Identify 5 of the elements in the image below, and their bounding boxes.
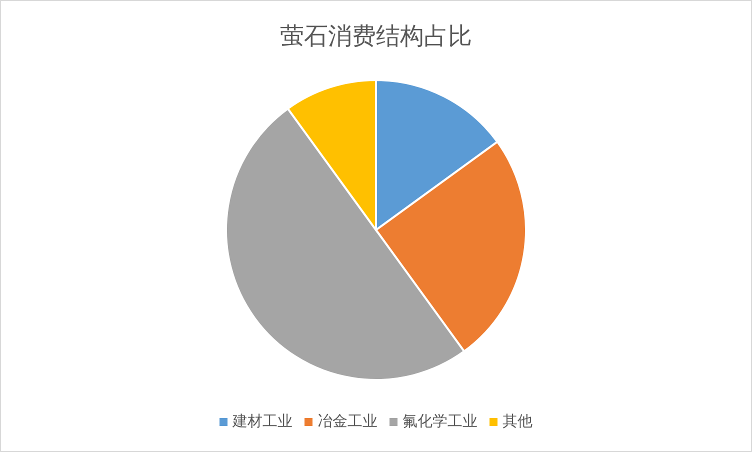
legend-label: 其他 [502, 412, 532, 430]
legend-label: 氟化学工业 [402, 412, 478, 430]
legend-label: 冶金工业 [318, 412, 378, 430]
chart-title: 萤石消费结构占比 [280, 22, 472, 50]
legend-label: 建材工业 [232, 412, 292, 430]
